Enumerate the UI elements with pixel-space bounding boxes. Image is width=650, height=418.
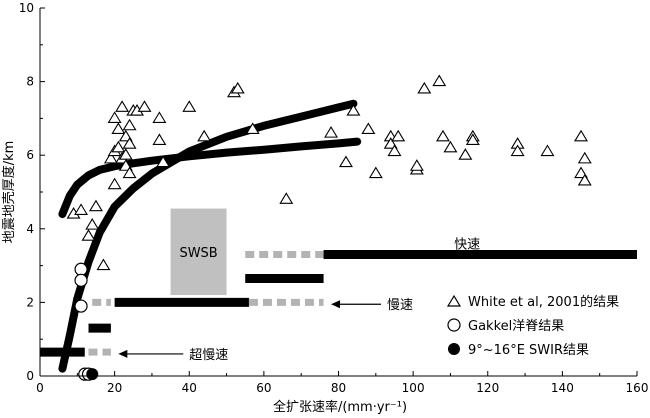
point-white-5 [96, 258, 111, 271]
point-white-52 [540, 144, 555, 157]
legend-label-white: White et al, 2001的结果 [468, 294, 619, 310]
point-white-53 [574, 129, 589, 142]
point-swir-0 [86, 368, 99, 381]
point-white-38 [383, 137, 398, 149]
legend-label-swir: 9°~16°E SWIR结果 [468, 343, 589, 358]
annotation-2: 超慢速 [189, 347, 228, 363]
point-white-11 [111, 140, 126, 153]
point-white-19 [122, 166, 137, 179]
y-tick-label-1: 2 [26, 295, 34, 309]
point-white-24 [152, 133, 167, 146]
point-white-1 [74, 203, 89, 215]
legend-filled-circle-icon [448, 343, 460, 355]
point-white-8 [107, 111, 122, 123]
point-white-35 [361, 122, 376, 134]
point-white-16 [118, 159, 133, 171]
point-white-34 [346, 103, 361, 116]
point-white-14 [118, 129, 133, 142]
point-white-23 [152, 111, 167, 123]
point-white-22 [137, 100, 152, 112]
point-white-33 [338, 155, 353, 168]
point-white-18 [122, 137, 137, 149]
x-tick-label-7: 140 [551, 381, 574, 395]
point-white-26 [182, 100, 197, 112]
point-white-31 [279, 192, 294, 204]
point-white-43 [417, 81, 432, 94]
trend-curve-1 [58, 137, 362, 219]
point-white-47 [458, 148, 473, 160]
point-white-4 [88, 199, 103, 212]
point-white-42 [409, 159, 424, 171]
annotation-arrow-head-2 [118, 349, 128, 358]
point-gakkel-1 [74, 273, 88, 287]
point-white-36 [368, 166, 383, 179]
trend-curve-0 [58, 99, 358, 373]
x-tick-label-5: 100 [402, 381, 425, 395]
point-white-39 [387, 144, 402, 157]
point-white-10 [111, 122, 126, 134]
point-white-46 [443, 140, 458, 153]
point-white-29 [230, 81, 245, 94]
x-axis-label: 全扩张速率/(mm·yr⁻¹) [273, 399, 407, 415]
point-white-12 [115, 100, 130, 112]
swsb-label: SWSB [179, 246, 217, 261]
x-tick-label-0: 0 [36, 381, 44, 395]
y-tick-label-5: 10 [19, 1, 34, 15]
point-white-54 [574, 166, 589, 179]
x-tick-label-8: 160 [626, 381, 649, 395]
point-white-30 [245, 122, 260, 134]
y-tick-label-2: 4 [26, 222, 34, 236]
point-white-55 [577, 173, 592, 186]
point-white-27 [197, 129, 212, 142]
point-white-3 [85, 218, 100, 230]
point-white-40 [391, 129, 406, 142]
point-gakkel-0 [74, 262, 88, 276]
point-white-9 [107, 177, 122, 190]
point-white-45 [436, 129, 450, 142]
swsb-box [170, 208, 227, 296]
point-white-17 [122, 118, 137, 131]
point-white-56 [577, 151, 592, 164]
y-tick-label-0: 0 [26, 369, 34, 383]
x-tick-label-4: 80 [331, 381, 346, 395]
x-tick-label-3: 60 [256, 381, 271, 395]
y-tick-label-4: 8 [26, 75, 34, 89]
legend: White et al, 2001的结果 Gakkel洋脊结果 9°~16°E … [446, 294, 619, 358]
legend-label-gakkel: Gakkel洋脊结果 [468, 319, 564, 334]
x-tick-label-2: 40 [182, 381, 197, 395]
y-axis-label: 地震地壳厚度/km [1, 141, 17, 244]
point-white-2 [81, 229, 96, 241]
annotation-arrow-head-1 [331, 300, 341, 309]
legend-open-circle-icon [447, 318, 461, 332]
y-tick-label-3: 6 [26, 148, 34, 162]
point-white-6 [103, 151, 118, 164]
point-white-25 [156, 155, 171, 168]
annotation-0: 快速 [454, 238, 480, 253]
legend-triangle-icon [446, 294, 462, 307]
point-white-49 [465, 133, 480, 146]
point-white-44 [432, 74, 447, 87]
annotation-1: 慢速 [387, 297, 413, 313]
x-tick-label-6: 120 [476, 381, 499, 395]
point-white-32 [324, 126, 339, 138]
x-tick-label-1: 20 [107, 381, 122, 395]
point-gakkel-2 [74, 299, 88, 313]
point-white-51 [510, 144, 525, 157]
